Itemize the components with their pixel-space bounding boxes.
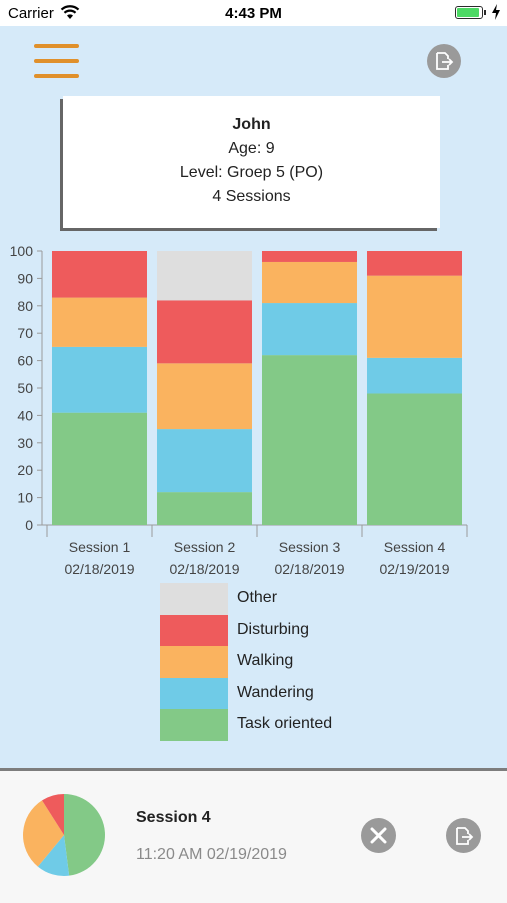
export-icon <box>456 827 474 845</box>
bar-segment-wandering <box>52 346 147 413</box>
bar-segment-disturbing <box>262 251 357 262</box>
x-category-label: 02/19/2019 <box>379 561 449 577</box>
bar-segment-disturbing <box>367 251 462 276</box>
bar-segment-walking <box>262 261 357 304</box>
session-pie-chart <box>22 794 106 876</box>
legend-swatch <box>160 677 228 709</box>
x-category-label: 02/18/2019 <box>274 561 344 577</box>
x-category-label: Session 3 <box>279 539 341 555</box>
student-info-card: John Age: 9 Level: Groep 5 (PO) 4 Sessio… <box>63 96 440 228</box>
bar-segment-task-oriented <box>262 355 357 525</box>
bar-segment-disturbing <box>157 300 252 364</box>
bar-segment-other <box>157 251 252 301</box>
y-tick-label: 20 <box>17 462 33 478</box>
legend-label: Disturbing <box>237 620 310 638</box>
y-tick-label: 100 <box>10 243 34 259</box>
bar-segment-walking <box>157 363 252 430</box>
charging-icon <box>492 4 500 20</box>
y-tick-label: 60 <box>17 353 33 369</box>
legend-swatch <box>160 614 228 646</box>
legend-swatch <box>160 646 228 678</box>
bar-segment-wandering <box>262 303 357 356</box>
stacked-bar-chart: 0 10 20 30 40 50 60 70 80 90 100 Session 1 02/18/201… <box>10 243 468 577</box>
close-session-button[interactable] <box>361 818 396 853</box>
bar-segment-wandering <box>367 357 462 394</box>
selected-session-panel[interactable]: Session 4 11:20 AM 02/19/2019 <box>0 768 507 903</box>
x-category-label: 02/18/2019 <box>64 561 134 577</box>
session-title: Session 4 <box>136 809 211 826</box>
hamburger-menu-icon[interactable] <box>34 44 79 78</box>
pie-slice-walking <box>22 800 64 867</box>
export-button[interactable] <box>427 44 461 78</box>
student-name: John <box>232 116 271 133</box>
close-icon <box>370 827 387 844</box>
legend-label: Walking <box>237 652 294 669</box>
y-tick-label: 80 <box>17 298 33 314</box>
battery-icon <box>455 6 483 19</box>
bar-segment-wandering <box>157 429 252 493</box>
status-time: 4:43 PM <box>225 5 282 22</box>
status-bar: Carrier 4:43 PM <box>0 0 507 26</box>
wifi-icon <box>60 5 80 19</box>
y-tick-label: 30 <box>17 435 33 451</box>
bar-segment-task-oriented <box>157 492 252 525</box>
x-category-label: Session 1 <box>69 539 131 555</box>
student-level: Level: Groep 5 (PO) <box>179 164 324 181</box>
y-tick-label: 40 <box>17 407 33 423</box>
bar-segment-walking <box>52 297 147 347</box>
bar-segment-task-oriented <box>52 412 147 525</box>
session-time: 11:20 AM 02/19/2019 <box>136 846 287 863</box>
legend-swatch <box>160 583 228 615</box>
behavior-chart: 0 10 20 30 40 50 60 70 80 90 100 Session 1 02/18/201… <box>0 236 507 586</box>
battery-nub <box>484 10 486 15</box>
legend-swatch <box>160 709 228 741</box>
session-export-button[interactable] <box>446 818 481 853</box>
y-tick-label: 50 <box>17 380 33 396</box>
export-icon <box>436 52 454 70</box>
y-tick-label: 70 <box>17 325 33 341</box>
bar-segment-walking <box>367 275 462 358</box>
legend-label: Other <box>237 589 278 606</box>
y-tick-label: 90 <box>17 270 33 286</box>
carrier-label: Carrier <box>8 5 54 22</box>
student-age: Age: 9 <box>228 140 275 157</box>
pie-slice-wandering <box>37 835 70 876</box>
x-category-label: 02/18/2019 <box>169 561 239 577</box>
student-session-count: 4 Sessions <box>212 188 291 205</box>
bar-segment-disturbing <box>52 251 147 298</box>
bar-segment-task-oriented <box>367 393 462 525</box>
pie-slice-task-oriented <box>64 794 106 876</box>
legend-label: Task oriented <box>237 715 333 732</box>
y-tick-label: 0 <box>25 517 33 533</box>
pie-slice-disturbing <box>42 794 64 835</box>
legend-label: Wandering <box>237 683 314 701</box>
x-category-label: Session 4 <box>384 539 446 555</box>
y-tick-label: 10 <box>17 490 33 506</box>
x-category-label: Session 2 <box>174 539 236 555</box>
